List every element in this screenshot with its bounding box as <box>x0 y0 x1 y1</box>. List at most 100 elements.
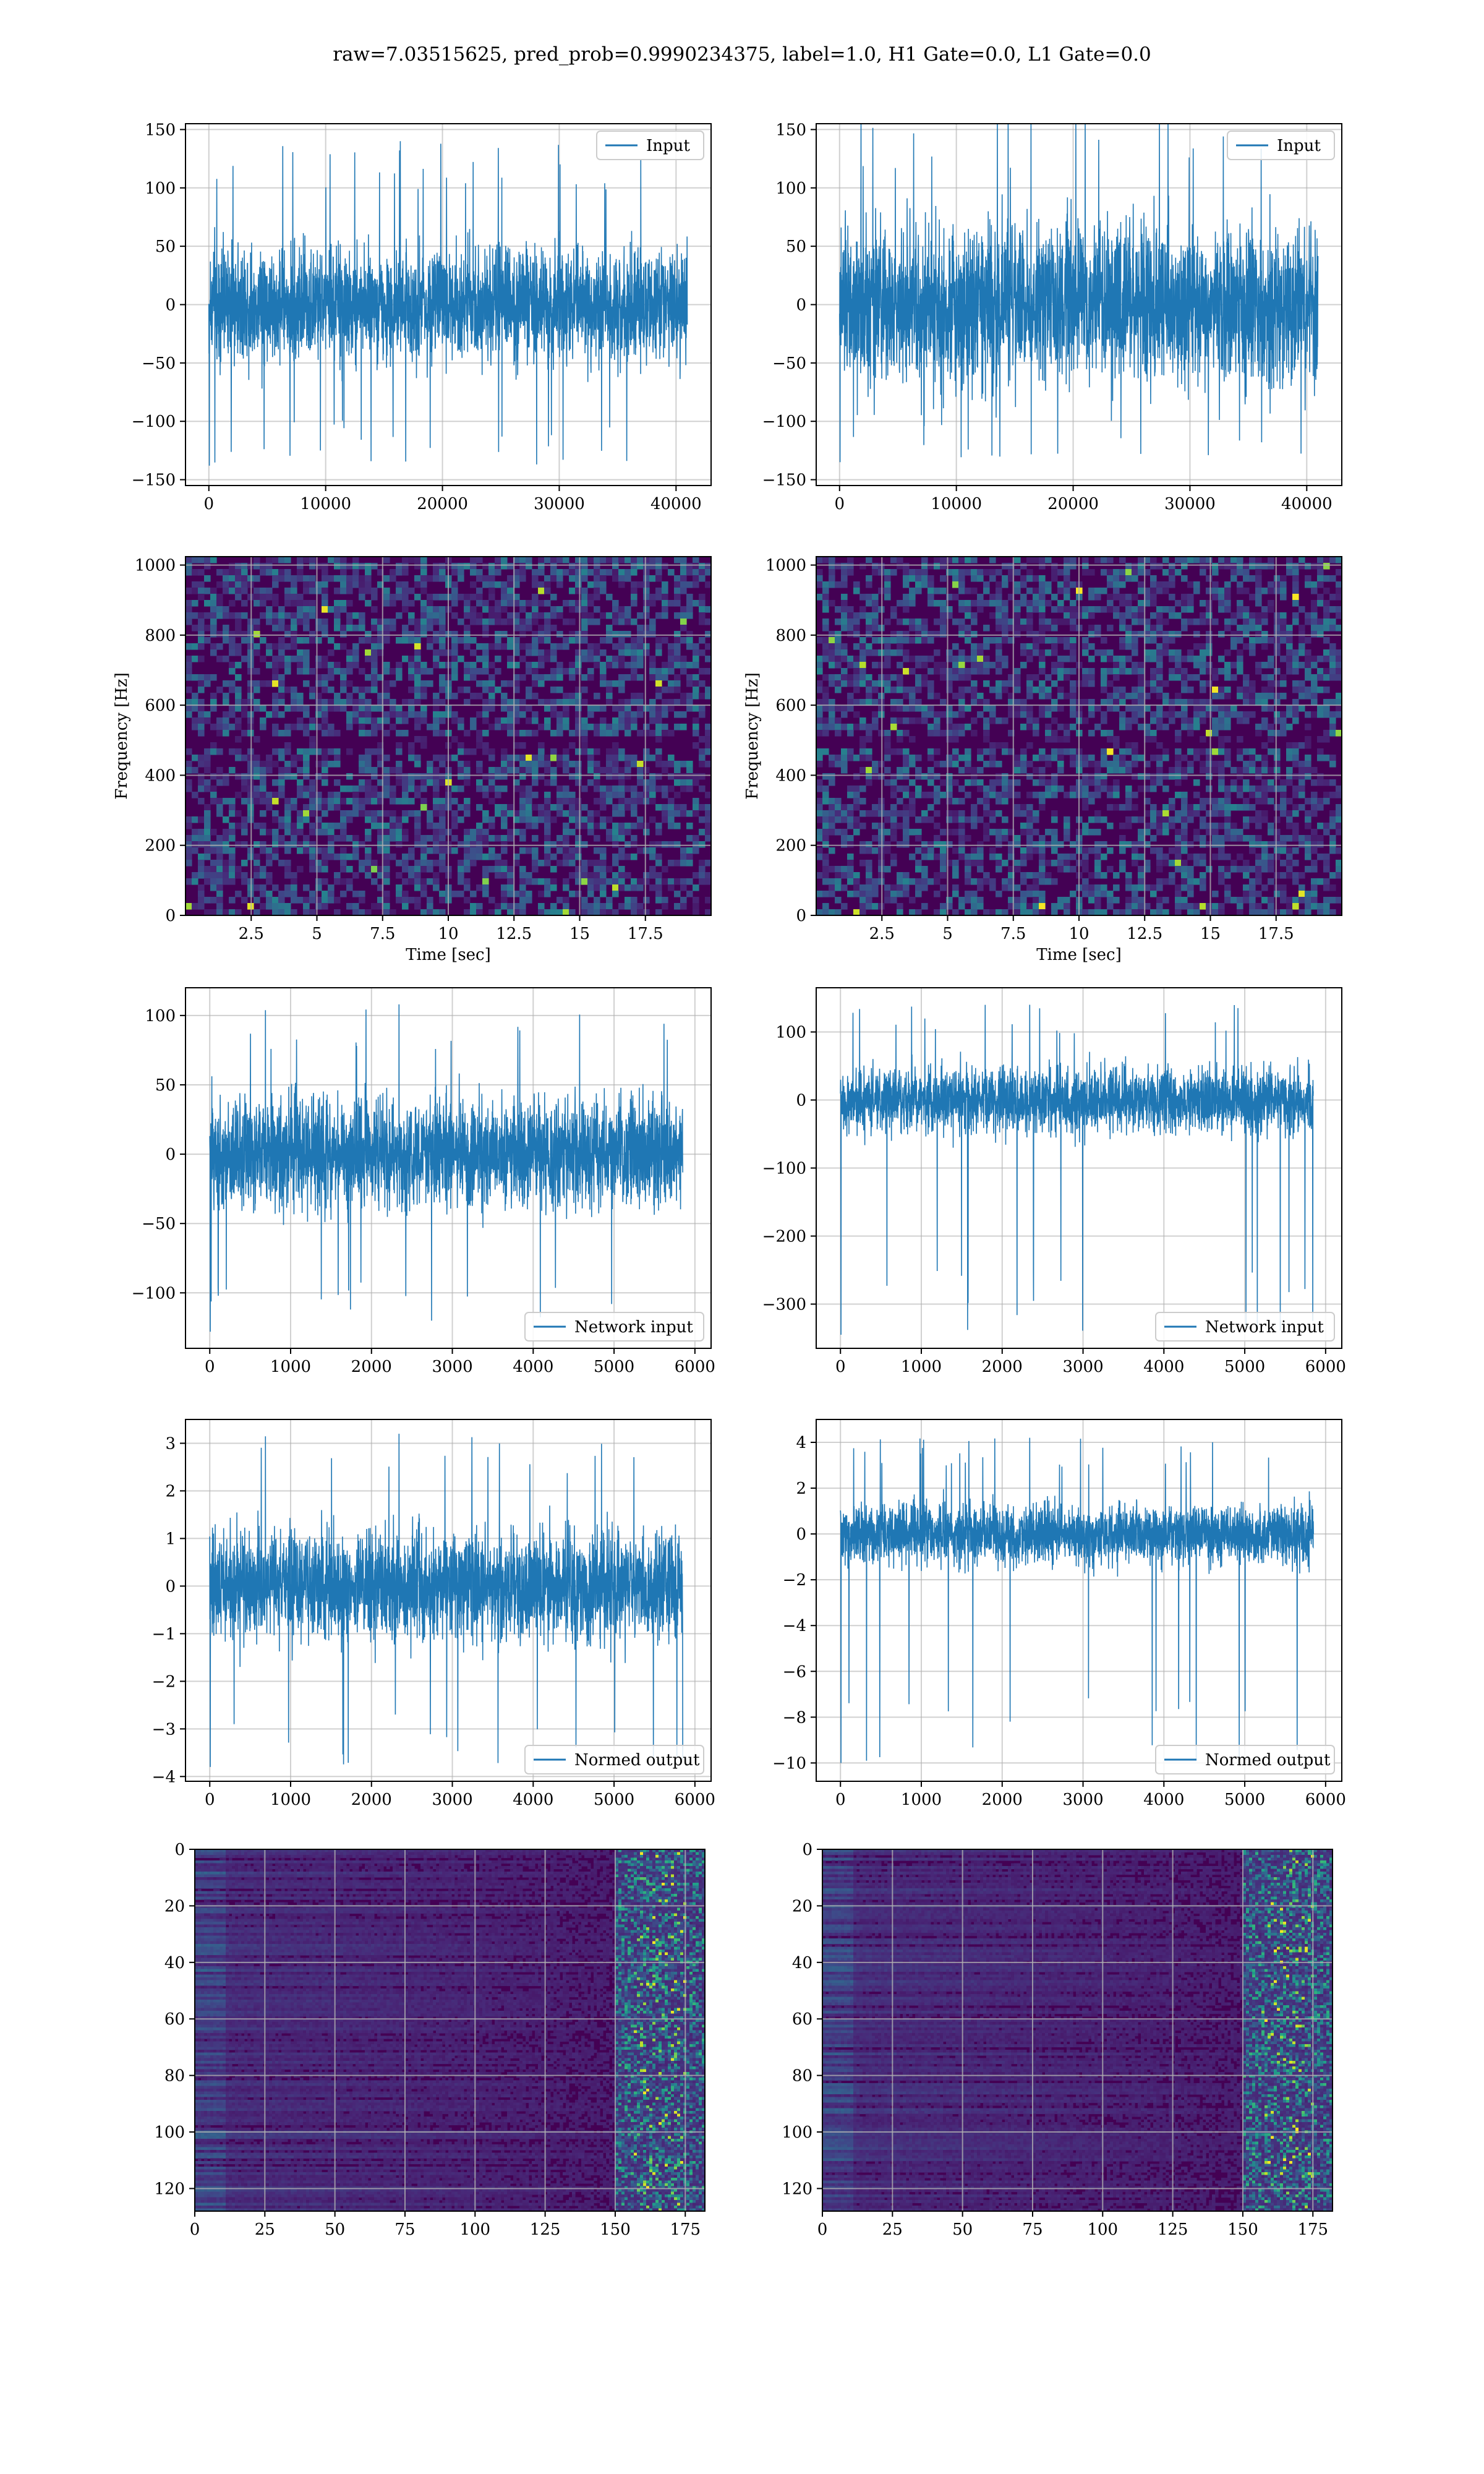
figure-title: raw=7.03515625, pred_prob=0.9990234375, … <box>0 43 1484 66</box>
h1-normed-output-y-tick-label: −1 <box>152 1625 176 1643</box>
h1-normed-output-x-tick-label: 2000 <box>351 1791 392 1809</box>
h1-normed-output-x-tick-label: 5000 <box>594 1791 634 1809</box>
h1-spectrogram-y-tick-label: 800 <box>145 627 176 645</box>
h1-input-series-input <box>208 141 688 466</box>
l1-normed-output-x-tick-label: 5000 <box>1224 1791 1265 1809</box>
l1-spectrogram-y-tick-label: 600 <box>775 696 806 715</box>
l1-normed-output-y-tick-label: −10 <box>772 1754 806 1773</box>
h1-input-y-tick-label: 100 <box>145 179 176 198</box>
l1-normed-output-y-tick-label: 2 <box>796 1479 806 1498</box>
h1-spectrogram-x-label: Time [sec] <box>406 946 491 964</box>
l1-input-y-tick-label: −150 <box>762 471 806 490</box>
l1-activation-map-heatmap-cells <box>822 1849 1333 2211</box>
l1-normed-output-legend-box <box>1155 1745 1335 1774</box>
h1-activation-map-y-tick-label: 60 <box>164 2010 185 2029</box>
l1-input-y-tick-label: 0 <box>796 296 806 315</box>
h1-input-legend-label: Input <box>646 137 690 155</box>
l1-activation-map-x-tick-label: 150 <box>1227 2220 1258 2239</box>
h1-normed-output-y-tick-label: 0 <box>165 1577 176 1596</box>
h1-input-y-tick-label: 0 <box>165 296 176 315</box>
l1-activation-map-y-tick-label: 40 <box>792 1954 812 1972</box>
l1-normed-output-x-tick-label: 0 <box>835 1791 846 1809</box>
l1-activation-map-x-tick-label: 25 <box>882 2220 903 2239</box>
l1-network-input-y-tick-label: 100 <box>775 1024 806 1042</box>
l1-network-input-y-tick-label: −300 <box>762 1296 806 1314</box>
l1-activation-map-y-tick-label: 60 <box>792 2010 812 2029</box>
h1-normed-output-x-tick-label: 6000 <box>675 1791 715 1809</box>
l1-normed-output-x-tick-label: 2000 <box>982 1791 1023 1809</box>
l1-normed-output-axes: Normed output 0 1000 2000 3000 4000 5000 6000 −1… <box>772 1419 1346 1809</box>
h1-input-y-tick-label: 150 <box>145 121 176 139</box>
l1-activation-map-axes: 0 25 50 75 100 125 150 175 0 20 40 60 80 100 120 <box>782 1841 1333 2239</box>
h1-spectrogram-x-tick-label: 10 <box>438 925 458 943</box>
l1-spectrogram-y-tick-label: 0 <box>796 907 806 925</box>
h1-spectrogram-y-label: Frequency [Hz] <box>113 672 131 800</box>
l1-normed-output-series-normed-output <box>840 1437 1314 1763</box>
h1-spectrogram-frame <box>185 556 712 916</box>
l1-input-frame <box>816 123 1342 486</box>
h1-normed-output-y-tick-label: 2 <box>165 1482 176 1500</box>
l1-activation-map-x-tick-label: 175 <box>1297 2220 1328 2239</box>
l1-network-input-x-tick-label: 6000 <box>1305 1358 1346 1376</box>
h1-normed-output-x-tick-label: 0 <box>205 1791 215 1809</box>
h1-normed-output-y-tick-label: 1 <box>165 1530 176 1548</box>
l1-network-input-x-tick-label: 2000 <box>982 1358 1023 1376</box>
l1-activation-map-x-tick-label: 100 <box>1087 2220 1118 2239</box>
h1-spectrogram-y-tick-label: 600 <box>145 696 176 715</box>
l1-network-input-x-tick-label: 0 <box>835 1358 846 1376</box>
h1-normed-output-x-tick-label: 4000 <box>513 1791 553 1809</box>
l1-spectrogram-x-label: Time [sec] <box>1036 946 1122 964</box>
l1-activation-map-x-tick-label: 75 <box>1022 2220 1043 2239</box>
h1-activation-map-y-tick-label: 20 <box>164 1897 185 1915</box>
l1-spectrogram-x-tick-label: 5 <box>942 925 953 943</box>
l1-spectrogram-x-tick-label: 17.5 <box>1258 925 1294 943</box>
h1-activation-map-y-tick-label: 0 <box>174 1841 185 1859</box>
l1-input-x-tick-label: 20000 <box>1047 495 1099 513</box>
l1-input-x-tick-label: 30000 <box>1164 495 1216 513</box>
h1-input-x-tick-label: 10000 <box>300 495 351 513</box>
l1-network-input-y-tick-label: −200 <box>762 1228 806 1246</box>
l1-spectrogram-y-tick-label: 1000 <box>765 557 806 575</box>
h1-input-legend-box <box>596 131 704 160</box>
h1-network-input-x-tick-label: 2000 <box>351 1358 392 1376</box>
l1-normed-output-y-tick-label: −6 <box>783 1663 806 1681</box>
h1-input-frame <box>185 123 712 486</box>
l1-input-legend-label: Input <box>1277 137 1321 155</box>
h1-spectrogram-x-tick-label: 12.5 <box>496 925 532 943</box>
l1-spectrogram-y-label: Frequency [Hz] <box>743 672 762 800</box>
l1-activation-map-y-tick-label: 20 <box>792 1897 812 1915</box>
l1-network-input-x-tick-label: 3000 <box>1062 1358 1103 1376</box>
h1-input-x-tick-label: 40000 <box>650 495 702 513</box>
h1-activation-map-axes: 0 25 50 75 100 125 150 175 0 20 40 60 80 100 120 <box>154 1841 706 2239</box>
l1-network-input-series-network-input <box>840 1004 1314 1335</box>
l1-normed-output-grid <box>816 1419 1342 1781</box>
h1-spectrogram-y-tick-label: 1000 <box>135 557 176 575</box>
l1-spectrogram-x-tick-label: 15 <box>1200 925 1221 943</box>
l1-activation-map-y-tick-label: 120 <box>782 2180 812 2198</box>
h1-input-y-tick-label: 50 <box>155 238 176 256</box>
h1-network-input-legend: Network input <box>524 1312 704 1342</box>
h1-activation-map-y-tick-label: 120 <box>154 2180 185 2198</box>
h1-network-input-frame <box>185 987 712 1349</box>
l1-network-input-x-tick-label: 4000 <box>1143 1358 1184 1376</box>
h1-spectrogram-y-tick-label: 200 <box>145 837 176 855</box>
h1-activation-map-x-tick-label: 50 <box>325 2220 345 2239</box>
h1-normed-output-legend-label: Normed output <box>574 1751 700 1770</box>
h1-activation-map-x-tick-label: 25 <box>255 2220 275 2239</box>
l1-network-input-legend: Network input <box>1155 1312 1335 1342</box>
h1-network-input-x-tick-label: 1000 <box>270 1358 311 1376</box>
h1-spectrogram-axes: 2.5 5 7.5 10 12.5 15 17.5 0 200 400 600 800 1000 Time… <box>113 556 712 964</box>
l1-activation-map-frame <box>822 1849 1333 2212</box>
h1-normed-output-x-tick-label: 1000 <box>270 1791 311 1809</box>
l1-input-y-tick-label: 150 <box>775 121 806 139</box>
l1-network-input-frame <box>816 987 1342 1349</box>
l1-normed-output-frame <box>816 1419 1342 1782</box>
h1-spectrogram-y-tick-label: 400 <box>145 766 176 785</box>
h1-activation-map-heatmap-cells <box>195 1849 705 2211</box>
h1-network-input-x-tick-label: 3000 <box>432 1358 472 1376</box>
h1-network-input-x-tick-label: 0 <box>205 1358 215 1376</box>
h1-spectrogram-x-tick-label: 7.5 <box>370 925 395 943</box>
h1-activation-map-y-tick-label: 100 <box>154 2123 185 2142</box>
h1-input-x-tick-label: 0 <box>204 495 215 513</box>
